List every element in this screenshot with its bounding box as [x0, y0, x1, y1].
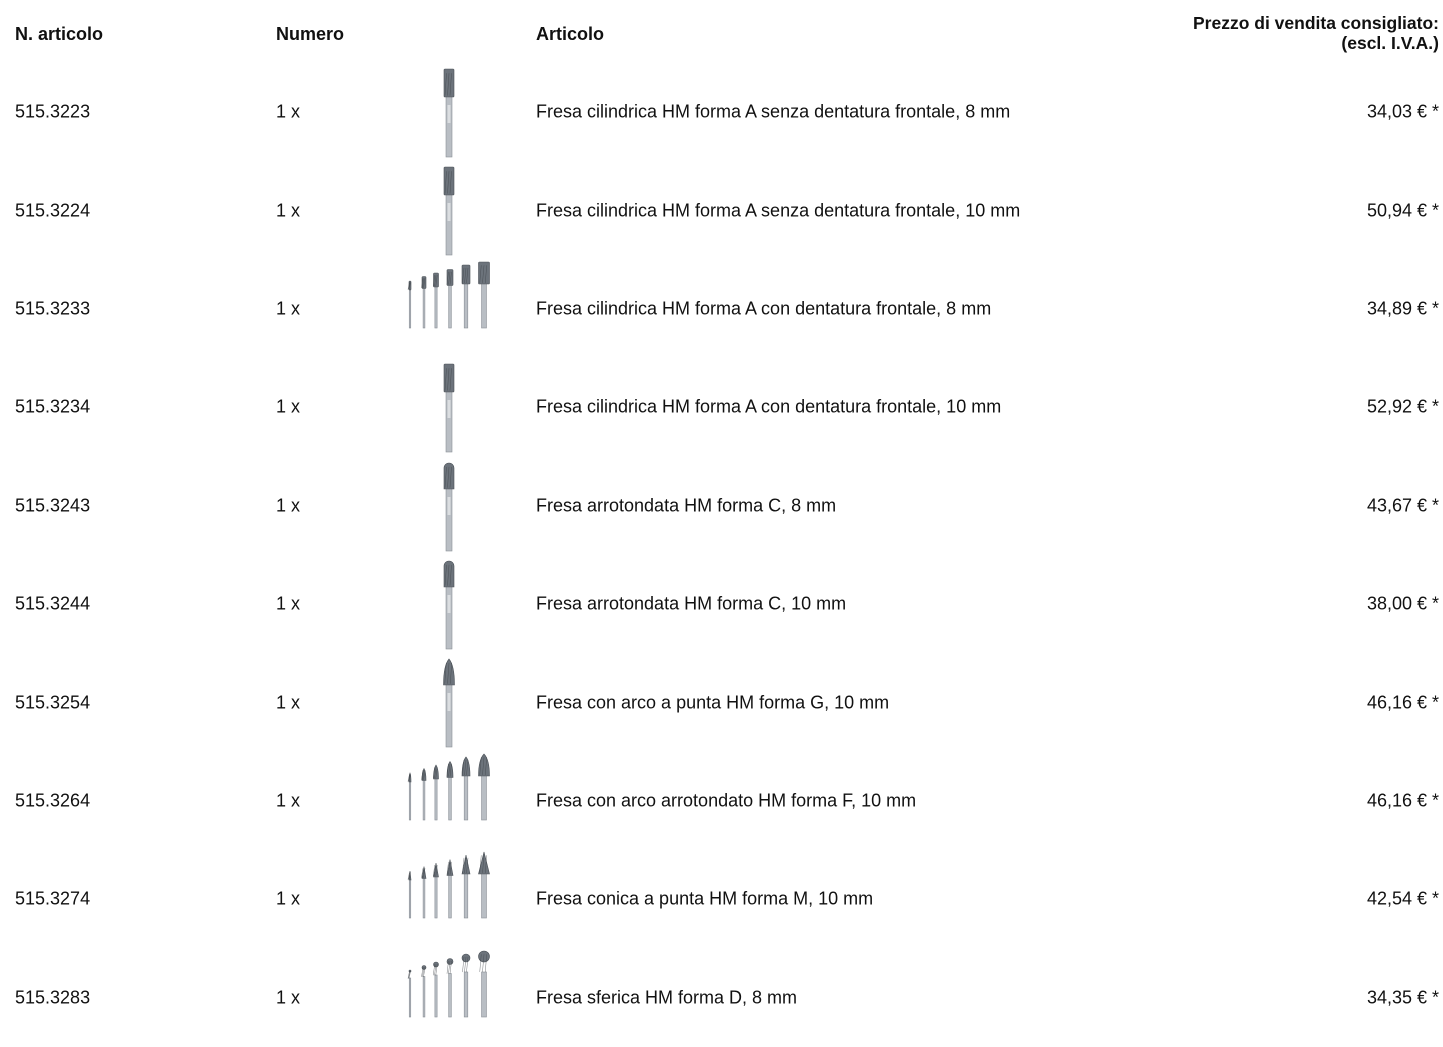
- product-image[interactable]: [402, 555, 500, 653]
- table-row[interactable]: 515.3274 1 x Fresa conica a punta HM for…: [0, 850, 1443, 948]
- article-number: 515.3244: [15, 593, 91, 614]
- product-image[interactable]: [402, 850, 500, 948]
- header-article-number: N. articolo: [15, 24, 104, 44]
- product-image[interactable]: [402, 161, 500, 259]
- burr-illustration: [443, 68, 455, 158]
- article-description[interactable]: Fresa cilindrica HM forma A con dentatur…: [536, 396, 1002, 417]
- table-row[interactable]: 515.3224 1 x Fresa cilindrica HM forma A…: [0, 161, 1443, 259]
- product-table: 515.3223 1 x Fresa cilindrica HM forma A…: [0, 63, 1443, 1047]
- header-article: Articolo: [536, 24, 605, 44]
- product-image[interactable]: [402, 949, 500, 1047]
- burr-illustration: [407, 261, 490, 329]
- table-row[interactable]: 515.3234 1 x Fresa cilindrica HM forma A…: [0, 358, 1443, 456]
- article-description[interactable]: Fresa sferica HM forma D, 8 mm: [536, 987, 798, 1008]
- product-image[interactable]: [402, 260, 500, 358]
- burr-illustration: [407, 950, 490, 1017]
- table-row[interactable]: 515.3223 1 x Fresa cilindrica HM forma A…: [0, 63, 1443, 161]
- table-header: N. articolo Numero Articolo Prezzo di ve…: [0, 0, 1443, 64]
- header-price: Prezzo di vendita consigliato: (escl. I.…: [1193, 13, 1439, 53]
- price: 46,16 € *: [1366, 692, 1439, 713]
- price: 43,67 € *: [1366, 495, 1439, 516]
- quantity: 1 x: [276, 200, 301, 221]
- article-number: 515.3233: [15, 298, 91, 319]
- article-number: 515.3264: [15, 790, 91, 811]
- article-description[interactable]: Fresa con arco a punta HM forma G, 10 mm: [536, 692, 890, 713]
- quantity: 1 x: [276, 495, 301, 516]
- table-row[interactable]: 515.3254 1 x Fresa con arco a punta HM f…: [0, 653, 1443, 751]
- product-image[interactable]: [402, 358, 500, 456]
- product-image[interactable]: [402, 653, 500, 751]
- table-row[interactable]: 515.3243 1 x Fresa arrotondata HM forma …: [0, 457, 1443, 555]
- quantity: 1 x: [276, 790, 301, 811]
- article-description[interactable]: Fresa cilindrica HM forma A senza dentat…: [536, 200, 1021, 221]
- article-description[interactable]: Fresa arrotondata HM forma C, 10 mm: [536, 593, 847, 614]
- price: 50,94 € *: [1366, 200, 1439, 221]
- quantity: 1 x: [276, 692, 301, 713]
- price: 52,92 € *: [1366, 396, 1439, 417]
- quantity: 1 x: [276, 298, 301, 319]
- quantity: 1 x: [276, 396, 301, 417]
- article-number: 515.3274: [15, 888, 91, 909]
- burr-illustration: [443, 560, 455, 650]
- article-number: 515.3224: [15, 200, 91, 221]
- article-number: 515.3254: [15, 692, 91, 713]
- quantity: 1 x: [276, 888, 301, 909]
- burr-illustration: [407, 852, 490, 919]
- table-row[interactable]: 515.3264 1 x Fresa con arco arrotondato …: [0, 752, 1443, 850]
- quantity: 1 x: [276, 101, 301, 122]
- quantity: 1 x: [276, 987, 301, 1008]
- price: 46,16 € *: [1366, 790, 1439, 811]
- burr-illustration: [443, 363, 455, 453]
- price: 42,54 € *: [1366, 888, 1439, 909]
- burr-illustration: [443, 462, 455, 551]
- article-description[interactable]: Fresa con arco arrotondato HM forma F, 1…: [536, 790, 917, 811]
- table-row[interactable]: 515.3244 1 x Fresa arrotondata HM forma …: [0, 555, 1443, 653]
- header-price-line2: (escl. I.V.A.): [1341, 33, 1439, 53]
- product-image[interactable]: [402, 457, 500, 555]
- burr-illustration: [407, 753, 490, 821]
- article-number: 515.3223: [15, 101, 91, 122]
- quantity: 1 x: [276, 593, 301, 614]
- product-image[interactable]: [402, 752, 500, 850]
- article-number: 515.3234: [15, 396, 91, 417]
- article-description[interactable]: Fresa conica a punta HM forma M, 10 mm: [536, 888, 874, 909]
- price: 38,00 € *: [1366, 593, 1439, 614]
- header-price-line1: Prezzo di vendita consigliato:: [1192, 13, 1439, 33]
- price: 34,35 € *: [1366, 987, 1439, 1008]
- burr-illustration: [443, 658, 455, 748]
- article-number: 515.3283: [15, 987, 91, 1008]
- table-row[interactable]: 515.3283 1 x Fresa sferica HM forma D, 8…: [0, 949, 1443, 1047]
- article-description[interactable]: Fresa cilindrica HM forma A senza dentat…: [536, 101, 1011, 122]
- article-description[interactable]: Fresa arrotondata HM forma C, 8 mm: [536, 495, 837, 516]
- article-description[interactable]: Fresa cilindrica HM forma A con dentatur…: [536, 298, 992, 319]
- table-row[interactable]: 515.3233 1 x Fresa cilindrica HM forma A…: [0, 260, 1443, 358]
- product-image[interactable]: [402, 63, 500, 161]
- price: 34,03 € *: [1366, 101, 1439, 122]
- header-quantity: Numero: [276, 24, 345, 44]
- burr-illustration: [443, 167, 455, 256]
- price: 34,89 € *: [1366, 298, 1439, 319]
- article-number: 515.3243: [15, 495, 91, 516]
